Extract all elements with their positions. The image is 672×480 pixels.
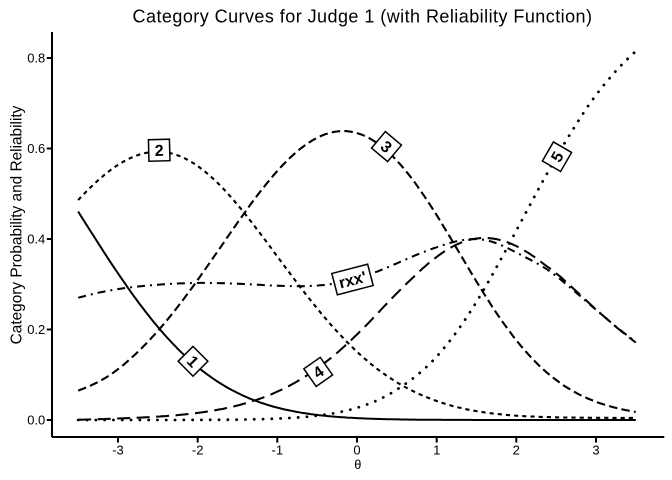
svg-text:0.8: 0.8 <box>27 51 45 66</box>
svg-text:0.6: 0.6 <box>27 141 45 156</box>
svg-text:Category Curves for Judge 1 (w: Category Curves for Judge 1 (with Reliab… <box>133 7 593 27</box>
svg-text:0.4: 0.4 <box>27 232 45 247</box>
svg-text:2: 2 <box>513 443 520 458</box>
svg-text:θ: θ <box>354 457 361 472</box>
svg-text:0.2: 0.2 <box>27 322 45 337</box>
svg-text:1: 1 <box>433 443 440 458</box>
svg-text:3: 3 <box>592 443 599 458</box>
svg-text:-2: -2 <box>192 443 204 458</box>
svg-text:Category Probability and Relia: Category Probability and Reliability <box>8 105 25 344</box>
svg-text:0: 0 <box>353 443 360 458</box>
svg-text:rxx': rxx' <box>337 269 368 292</box>
svg-text:-3: -3 <box>112 443 124 458</box>
svg-text:2: 2 <box>155 143 164 160</box>
svg-text:0.0: 0.0 <box>27 413 45 428</box>
svg-text:-1: -1 <box>272 443 284 458</box>
